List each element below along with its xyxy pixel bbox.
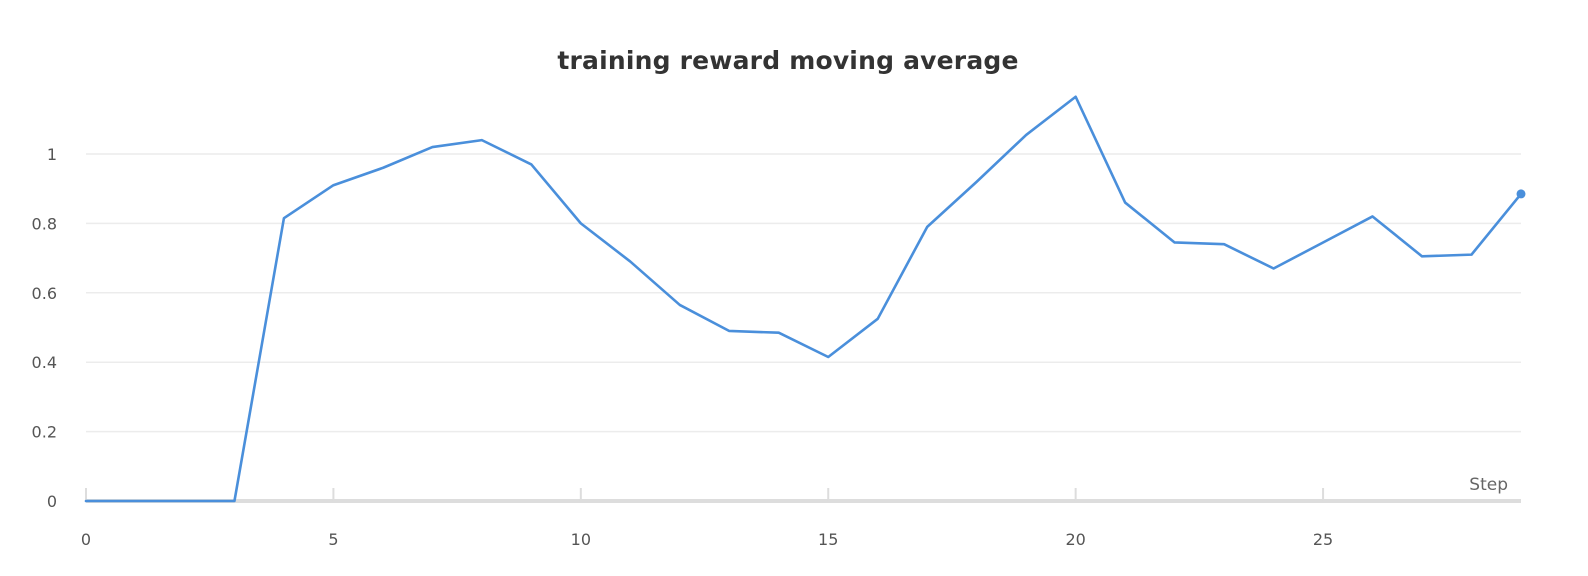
chart-title: training reward moving average (557, 46, 1019, 75)
y-axis-ticks: 0 0.2 0.4 0.6 0.8 1 (32, 145, 57, 511)
y-tick-label: 0.8 (32, 214, 57, 233)
x-axis-ticks: 0 5 10 15 20 25 (81, 488, 1333, 549)
series-layer (84, 95, 1526, 503)
x-tick-label: 10 (571, 530, 591, 549)
x-tick-label: 5 (328, 530, 338, 549)
x-axis-title: Step (1469, 475, 1508, 495)
y-tick-label: 0.6 (32, 284, 57, 303)
x-tick-label: 0 (81, 530, 91, 549)
series-line (84, 95, 1523, 503)
y-tick-label: 0.4 (32, 353, 57, 372)
y-tick-label: 0 (47, 492, 57, 511)
x-tick-label: 20 (1065, 530, 1085, 549)
series-last-point (1516, 189, 1526, 199)
y-tick-label: 0.2 (32, 423, 57, 442)
grid-lines (86, 153, 1521, 433)
x-tick-label: 25 (1313, 530, 1333, 549)
x-tick-label: 15 (818, 530, 838, 549)
y-tick-label: 1 (47, 145, 57, 164)
